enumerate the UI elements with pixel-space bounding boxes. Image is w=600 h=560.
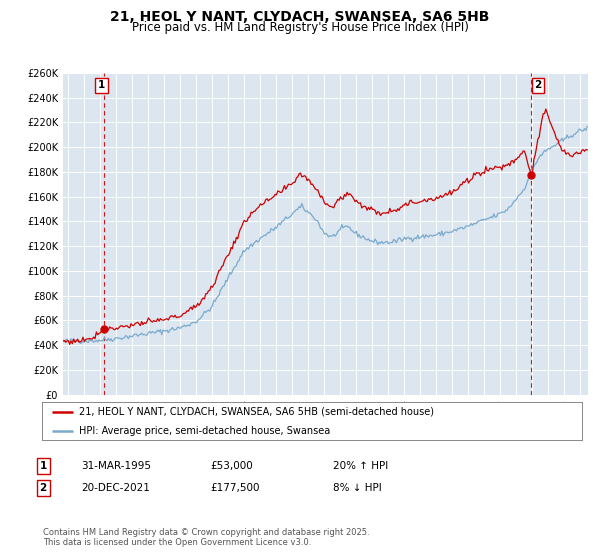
Text: HPI: Average price, semi-detached house, Swansea: HPI: Average price, semi-detached house,… (79, 426, 330, 436)
Text: Price paid vs. HM Land Registry's House Price Index (HPI): Price paid vs. HM Land Registry's House … (131, 21, 469, 34)
Text: 21, HEOL Y NANT, CLYDACH, SWANSEA, SA6 5HB (semi-detached house): 21, HEOL Y NANT, CLYDACH, SWANSEA, SA6 5… (79, 407, 434, 417)
Text: 8% ↓ HPI: 8% ↓ HPI (333, 483, 382, 493)
Text: 1: 1 (40, 461, 47, 471)
Text: 20-DEC-2021: 20-DEC-2021 (81, 483, 150, 493)
Text: 21, HEOL Y NANT, CLYDACH, SWANSEA, SA6 5HB: 21, HEOL Y NANT, CLYDACH, SWANSEA, SA6 5… (110, 10, 490, 24)
Text: 2: 2 (40, 483, 47, 493)
Text: 2: 2 (534, 80, 542, 90)
Text: £53,000: £53,000 (210, 461, 253, 471)
Text: £177,500: £177,500 (210, 483, 260, 493)
Text: 20% ↑ HPI: 20% ↑ HPI (333, 461, 388, 471)
Text: 1: 1 (98, 80, 105, 90)
Text: 31-MAR-1995: 31-MAR-1995 (81, 461, 151, 471)
Text: Contains HM Land Registry data © Crown copyright and database right 2025.
This d: Contains HM Land Registry data © Crown c… (43, 528, 370, 547)
